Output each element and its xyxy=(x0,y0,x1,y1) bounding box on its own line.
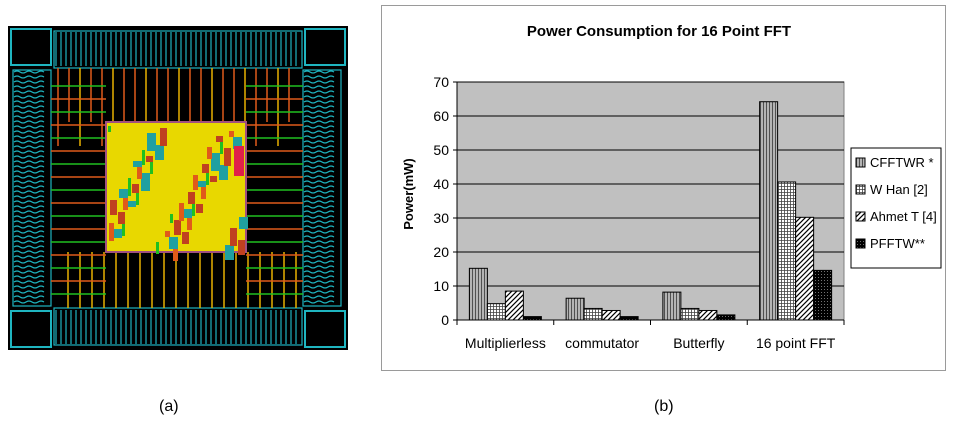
x-tick-label: Multiplierless xyxy=(465,335,546,351)
bar-4-1 xyxy=(522,316,542,321)
bar-4-2 xyxy=(619,316,639,321)
legend-label: CFFTWR * xyxy=(870,155,934,170)
y-tick-label: 20 xyxy=(433,244,449,260)
y-tick-label: 30 xyxy=(433,210,449,226)
bar-1-2 xyxy=(565,297,585,321)
bar-1-3 xyxy=(662,291,682,321)
bar-4-3 xyxy=(716,314,736,321)
chip-layout-image xyxy=(8,26,348,350)
legend-box xyxy=(850,147,942,269)
bar-2-3 xyxy=(680,307,700,321)
x-tick-label: 16 point FFT xyxy=(756,335,836,351)
x-tick-label: Butterfly xyxy=(673,335,724,351)
legend-swatch xyxy=(855,238,866,249)
bar-3-1 xyxy=(504,290,524,321)
y-tick-label: 50 xyxy=(433,142,449,158)
legend-label: Ahmet T [4] xyxy=(870,209,937,224)
legend-label: W Han [2] xyxy=(870,182,928,197)
y-tick-label: 10 xyxy=(433,278,449,294)
legend: CFFTWR * W Han [2] Ahmet T [4] PFFTW** xyxy=(850,147,942,269)
bar-3-2 xyxy=(601,309,621,321)
legend-swatch xyxy=(855,184,866,195)
x-tick-label: commutator xyxy=(565,335,639,351)
bar-2-1 xyxy=(486,303,506,321)
legend-swatch xyxy=(855,157,866,168)
bar-chart: Power Consumption for 16 Point FFT Power… xyxy=(401,23,942,351)
chart-title: Power Consumption for 16 Point FFT xyxy=(527,23,791,40)
caption-b: (b) xyxy=(654,398,674,415)
bar-1-4 xyxy=(759,101,779,321)
bar-3-4 xyxy=(795,216,815,321)
y-axis-label: Power(mW) xyxy=(401,158,416,230)
bar-3-3 xyxy=(698,309,718,321)
y-tick-label: 40 xyxy=(433,176,449,192)
legend-swatch xyxy=(855,211,866,222)
legend-label: PFFTW** xyxy=(870,236,925,251)
bar-2-4 xyxy=(777,181,797,321)
y-tick-label: 0 xyxy=(441,312,449,328)
y-tick-label: 70 xyxy=(433,74,449,90)
bar-4-4 xyxy=(813,269,833,321)
bar-2-2 xyxy=(583,307,603,321)
y-tick-label: 60 xyxy=(433,108,449,124)
caption-a: (a) xyxy=(159,398,179,415)
bar-1-1 xyxy=(468,267,488,321)
chart-panel: Power Consumption for 16 Point FFT Power… xyxy=(381,5,946,371)
